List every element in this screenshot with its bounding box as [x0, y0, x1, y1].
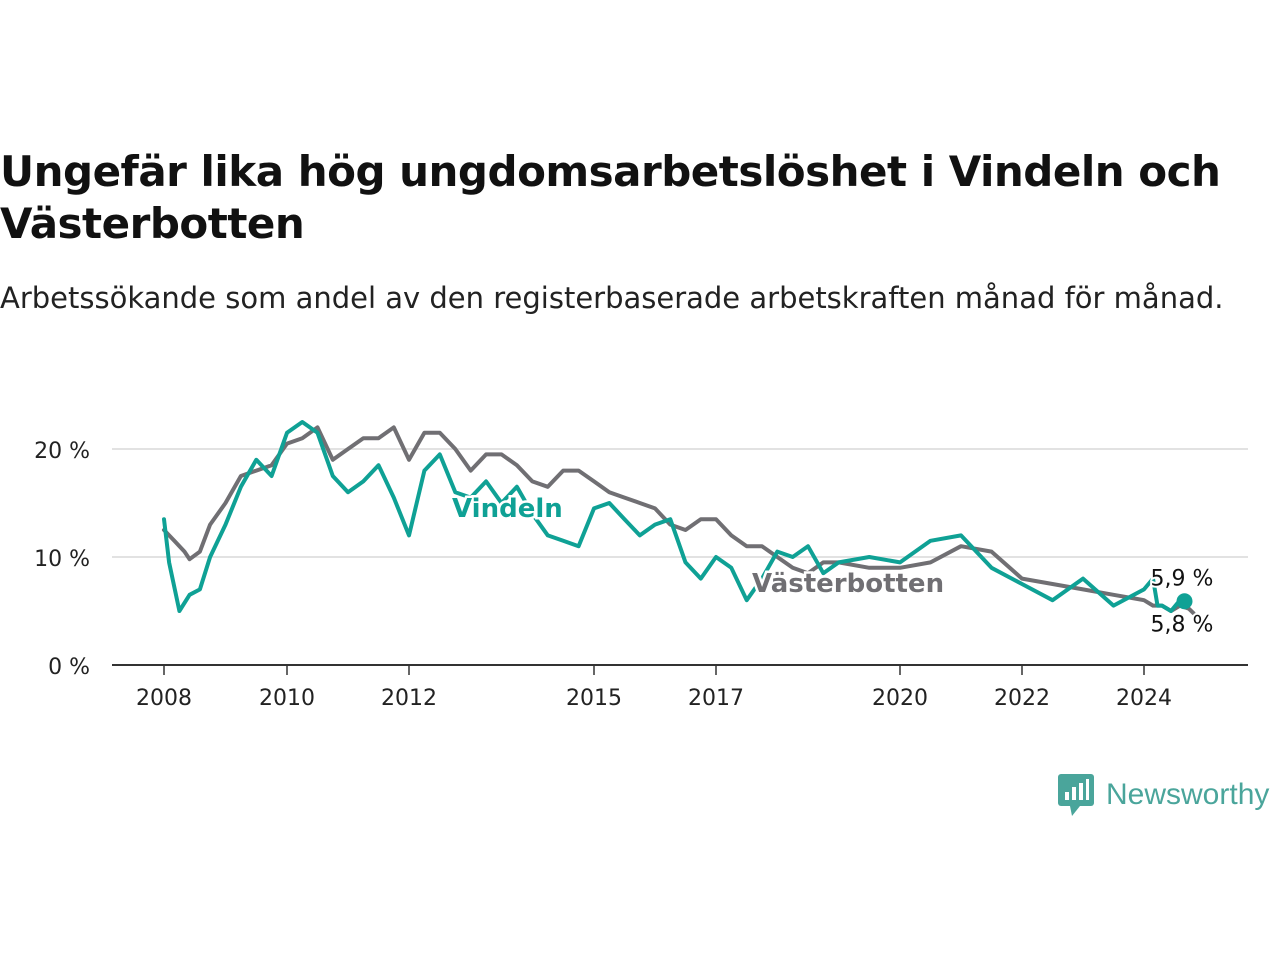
y-axis-ticks: 0 % 10 % 20 % — [34, 439, 90, 680]
y-tick-label: 20 % — [34, 439, 90, 464]
end-point-marker — [1176, 593, 1193, 610]
line-chart: 0 % 10 % 20 % 2008 2010 2012 2015 2017 2020 2022… — [34, 420, 1248, 711]
x-tick-label: 2015 — [566, 686, 622, 711]
newsworthy-logo-icon — [1058, 774, 1094, 816]
newsworthy-logo: Newsworthy — [1058, 772, 1269, 818]
chart-subtitle: Arbetssökande som andel av den registerb… — [0, 281, 1224, 315]
x-tick-label: 2010 — [259, 686, 315, 711]
end-value-label-vasterbotten: 5,8 % — [1151, 612, 1214, 637]
x-tick-label: 2017 — [688, 686, 744, 711]
x-tick-label: 2012 — [381, 686, 437, 711]
x-axis-ticks: 2008 2010 2012 2015 2017 2020 2022 2024 — [136, 665, 1172, 711]
x-tick-label: 2008 — [136, 686, 192, 711]
series-label-vindeln: Vindeln — [452, 494, 563, 524]
gridlines — [112, 448, 1248, 666]
series-line-vsterbotten — [162, 425, 1196, 616]
x-tick-label: 2024 — [1116, 686, 1172, 711]
end-value-label-vindeln: 5,9 % — [1151, 566, 1214, 591]
series-line-vindeln — [162, 420, 1187, 613]
series-labels: Vindeln Västerbotten 5,9 % 5,8 % — [450, 492, 1216, 640]
series-label-vsterbotten: Västerbotten — [752, 569, 944, 599]
series-lines — [162, 420, 1196, 616]
x-tick-label: 2020 — [872, 686, 928, 711]
y-tick-label: 0 % — [48, 655, 90, 680]
brand-name: Newsworthy — [1106, 778, 1270, 811]
y-tick-label: 10 % — [34, 547, 90, 572]
x-tick-label: 2022 — [994, 686, 1050, 711]
chart-title: Ungefär lika hög ungdomsarbetslöshet i V… — [0, 147, 1221, 248]
